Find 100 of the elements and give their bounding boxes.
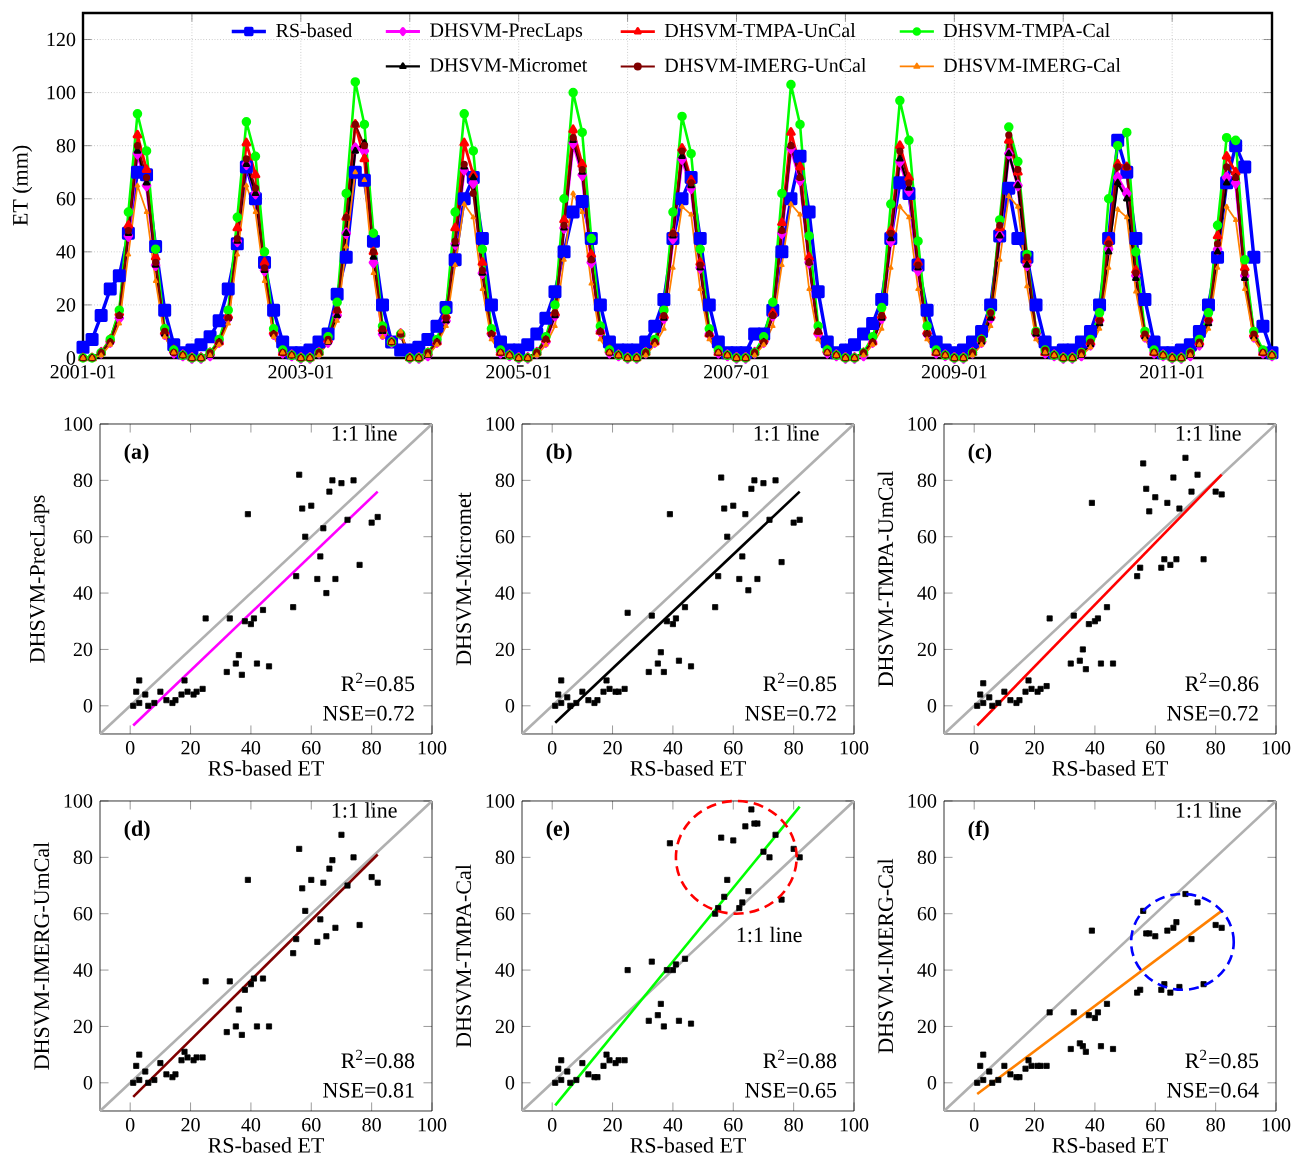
x-tick-label: 60 [1146,741,1165,755]
y-axis-title: ET (mm) [12,145,33,226]
x-tick-label: 40 [663,1118,683,1132]
y-tick-label: 100 [908,794,937,808]
x-axis-title: RS-based ET [208,1137,324,1153]
x-tick-label: 2007-01 [704,365,769,379]
series-label: 1:1 line [332,802,397,818]
y-tick-label: 20 [495,1019,515,1034]
x-tick-label: 60 [1146,1118,1165,1132]
x-tick-label: 20 [1025,741,1044,755]
x-axis-title: RS-based ET [208,760,324,776]
series-label: 1:1 line [754,425,819,441]
legend-label: RS-based [276,23,353,38]
y-tick-label: 20 [495,642,515,657]
x-tick-label: 0 [969,741,979,755]
y-axis-title: DHSVM-PrecLaps [29,495,50,663]
x-tick-label: 80 [784,741,803,755]
y-tick-label: 60 [495,529,515,544]
x-tick-label: 100 [1262,741,1291,755]
x-tick-label: 20 [1025,1118,1044,1132]
legend-label: DHSVM-IMERG-Cal [943,57,1121,73]
y-tick-label: 100 [486,794,515,808]
x-tick-label: 2011-01 [1140,365,1204,379]
x-axis-title: RS-based ET [1052,760,1168,776]
x-tick-label: 0 [547,741,557,755]
x-axis-title: RS-based ET [630,1137,746,1153]
x-tick-label: 100 [840,741,869,755]
x-tick-label: 40 [1085,1118,1105,1132]
y-axis-title: DHSVM-IMERG-UmCal [33,842,50,1070]
x-tick-label: 60 [302,741,321,755]
y-axis-title: DHSVM-Micromet [456,492,472,666]
series-label: 1:1 line [1176,425,1241,441]
y-tick-label: 100 [47,85,76,100]
legend-label: DHSVM-TMPA-Cal [943,23,1110,38]
annotation: (b) [546,443,572,464]
y-tick-label: 80 [917,473,937,488]
x-tick-label: 40 [1085,741,1105,755]
y-tick-label: 60 [56,192,76,206]
x-tick-label: 20 [181,741,200,755]
x-tick-label: 80 [1206,1118,1225,1132]
y-tick-label: 0 [927,699,937,713]
y-tick-label: 40 [73,963,93,977]
legend-label: DHSVM-PrecLaps [430,23,583,41]
y-axis-title: DHSVM-TMPA-UmCal [877,471,894,687]
x-tick-label: 0 [547,1118,557,1132]
y-tick-label: 20 [56,298,76,312]
x-tick-label: 60 [724,1118,743,1132]
x-tick-label: 60 [724,741,743,755]
x-axis-title: RS-based ET [630,760,746,776]
x-tick-label: 100 [840,1118,869,1132]
y-tick-label: 0 [927,1076,937,1090]
y-tick-label: 40 [73,586,93,600]
annotation: R$^{2}$=0.85 [763,672,837,692]
annotation: R$^{2}$=0.88 [763,1049,837,1069]
annotation: (d) [124,820,150,841]
y-tick-label: 40 [56,245,76,259]
y-tick-label: 0 [83,699,93,713]
annotation: R$^{2}$=0.85 [1185,1049,1259,1069]
y-tick-label: 20 [917,642,937,657]
annotation: NSE=0.64 [1167,1082,1259,1098]
annotation: R$^{2}$=0.85 [341,672,415,692]
x-tick-label: 40 [241,1118,261,1132]
x-tick-label: 100 [418,1118,447,1132]
y-tick-label: 40 [917,586,937,600]
x-tick-label: 80 [362,1118,381,1132]
y-tick-label: 60 [917,529,937,544]
x-tick-label: 20 [603,741,622,755]
y-tick-label: 80 [495,850,515,865]
x-tick-label: 0 [125,741,135,755]
y-tick-label: 20 [73,642,93,657]
y-tick-label: 60 [73,906,93,921]
y-axis-title: DHSVM-IMERG-Cal [877,858,894,1054]
x-tick-label: 40 [663,741,683,755]
annotation: NSE=0.65 [745,1082,837,1098]
x-tick-label: 2009-01 [921,365,987,379]
x-tick-label: 80 [1206,741,1225,755]
annotation: (f) [968,820,989,841]
y-tick-label: 0 [505,699,515,713]
series-label: 1:1 line [1176,802,1241,818]
x-tick-label: 40 [241,741,261,755]
x-tick-label: 60 [302,1118,321,1132]
legend-label: DHSVM-TMPA-UnCal [664,23,856,38]
annotation: R$^{2}$=0.88 [341,1049,415,1069]
annotation: NSE=0.72 [1167,705,1258,721]
legend-label: DHSVM-IMERG-UnCal [664,57,867,73]
y-tick-label: 20 [73,1019,93,1034]
x-tick-label: 100 [1262,1118,1291,1132]
y-tick-label: 100 [908,417,937,431]
annotation: (e) [546,820,570,841]
y-tick-label: 60 [73,529,93,544]
annotation: (c) [968,443,992,464]
legend-label: DHSVM-Micromet [430,58,588,72]
y-tick-label: 100 [64,794,93,808]
y-tick-label: 80 [495,473,515,488]
y-tick-label: 120 [47,32,76,47]
annotation: NSE=0.81 [323,1082,414,1098]
y-tick-label: 40 [495,963,515,977]
y-tick-label: 20 [917,1019,937,1034]
y-tick-label: 60 [917,906,937,921]
y-tick-label: 80 [917,850,937,865]
